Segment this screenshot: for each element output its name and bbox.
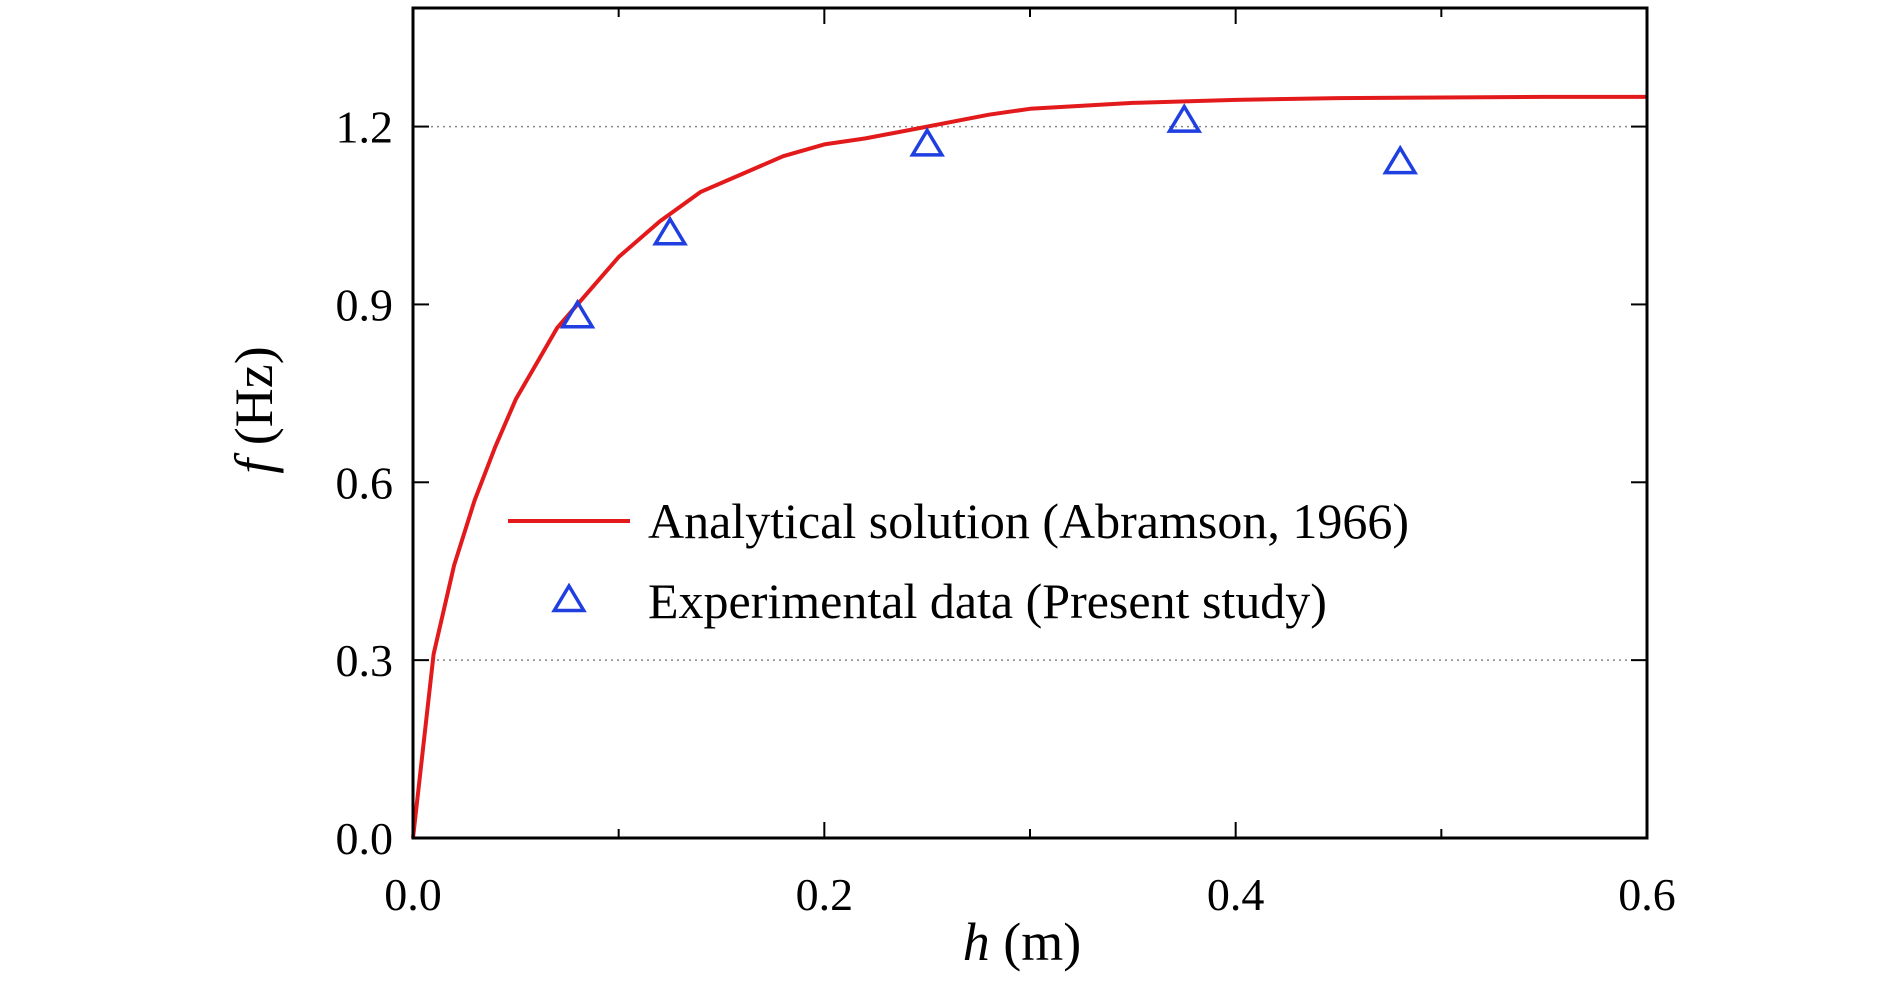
x-axis-title: h (m) <box>963 912 1081 972</box>
experimental-data-point <box>559 298 596 329</box>
y-tick-label: 1.2 <box>336 102 394 153</box>
y-tick-label: 0.3 <box>336 635 394 686</box>
x-tick-label: 0.4 <box>1207 869 1265 920</box>
dotted-grid-lines <box>413 125 1647 661</box>
x-tick-label: 0.2 <box>796 869 854 920</box>
x-axis-unit: (m) <box>1003 912 1081 972</box>
legend-triangle-marker <box>551 582 587 613</box>
y-axis-symbol: f <box>224 452 284 474</box>
x-axis-symbol: h <box>963 912 990 972</box>
axis-ticks <box>412 8 1648 839</box>
legend-label-line: Analytical solution (Abramson, 1966) <box>648 493 1409 549</box>
y-tick-label: 0.0 <box>336 813 394 864</box>
y-tick-labels: 0.0 0.3 0.6 0.9 1.2 <box>336 102 394 864</box>
y-axis-title: f (Hz) <box>224 346 284 473</box>
analytical-solution-line <box>411 94 1647 839</box>
experimental-data-point <box>1382 144 1418 175</box>
y-axis-unit: (Hz) <box>224 346 284 445</box>
y-tick-label: 0.9 <box>336 279 394 330</box>
x-tick-labels: 0.0 0.2 0.4 0.6 <box>384 869 1676 920</box>
experimental-data-point <box>909 126 945 157</box>
experimental-data-point <box>1166 103 1203 133</box>
experimental-data-point <box>652 215 688 246</box>
legend-label-scatter: Experimental data (Present study) <box>648 573 1327 629</box>
x-tick-label: 0.6 <box>1618 869 1676 920</box>
y-tick-label: 0.6 <box>336 457 394 508</box>
legend: Analytical solution (Abramson, 1966) Exp… <box>508 493 1409 629</box>
x-tick-label: 0.0 <box>384 869 442 920</box>
plot-frame <box>411 6 1649 840</box>
plot-series <box>411 94 1647 839</box>
